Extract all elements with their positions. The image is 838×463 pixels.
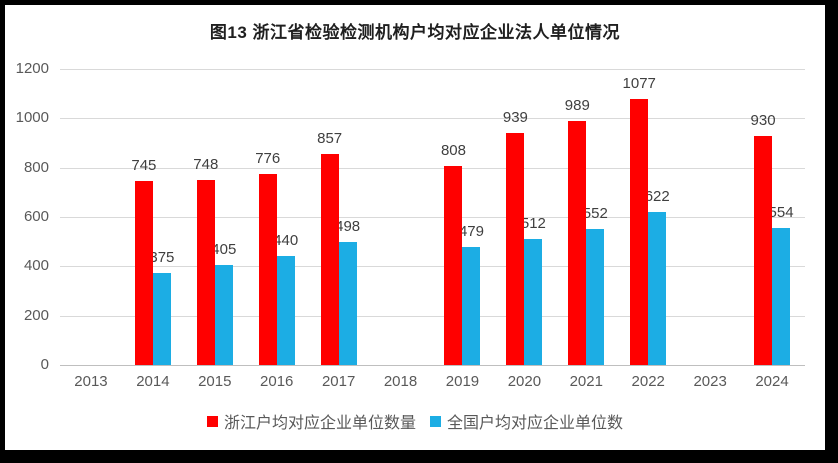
data-label-national-2022: 622: [644, 187, 670, 205]
bar-zhejiang-2022: [630, 99, 649, 365]
x-axis-tick-2023: 2023: [693, 373, 727, 390]
x-axis-tick-2013: 2013: [74, 373, 108, 390]
bar-national-2016: [276, 256, 295, 365]
data-label-zhejiang-2020: 939: [502, 109, 528, 127]
gridline-400: [60, 266, 805, 268]
y-axis-tick-1000: 1000: [15, 109, 49, 127]
gridline-200: [60, 315, 805, 317]
gridline-800: [60, 167, 805, 169]
bar-national-2017: [338, 242, 357, 365]
data-label-national-2020: 512: [520, 214, 546, 232]
data-label-national-2017: 498: [335, 218, 361, 236]
gridline-1000: [60, 118, 805, 120]
bar-zhejiang-2021: [568, 121, 587, 365]
chart-title: 图13 浙江省检验检测机构户均对应企业法人单位情况: [209, 23, 621, 42]
bar-national-2015: [214, 265, 233, 365]
legend-label-zhejiang: 浙江户均对应企业单位数量: [223, 415, 416, 432]
y-axis-tick-200: 200: [23, 306, 49, 324]
bar-national-2020: [524, 238, 543, 365]
data-label-zhejiang-2021: 989: [564, 97, 590, 115]
data-label-national-2014: 375: [149, 248, 175, 266]
data-label-national-2021: 552: [582, 204, 608, 222]
legend-item-national: 全国户均对应企业单位数: [430, 409, 623, 433]
x-axis-tick-2017: 2017: [321, 373, 356, 390]
legend-swatch-zhejiang-icon: [206, 415, 218, 427]
data-label-zhejiang-2015: 748: [193, 156, 219, 174]
bar-zhejiang-2015: [196, 180, 215, 365]
x-axis-tick-2016: 2016: [260, 373, 294, 390]
data-label-zhejiang-2022: 1077: [622, 75, 656, 93]
y-axis-tick-0: 0: [40, 356, 49, 373]
bar-zhejiang-2024: [754, 135, 773, 365]
legend-item-zhejiang: 浙江户均对应企业单位数量: [206, 409, 416, 433]
legend-label-national: 全国户均对应企业单位数: [447, 415, 624, 432]
legend: 浙江户均对应企业单位数量 全国户均对应企业单位数: [5, 409, 825, 433]
bar-zhejiang-2019: [444, 165, 463, 365]
plot-area: 0 200 400 600 800 1000 1200 2013 2014 2015 2016 201…: [5, 5, 825, 450]
bar-zhejiang-2014: [134, 181, 153, 365]
x-axis-tick-2015: 2015: [198, 373, 232, 390]
x-axis-tick-2019: 2019: [445, 373, 480, 390]
x-axis-tick-2022: 2022: [631, 373, 665, 390]
data-label-zhejiang-2019: 808: [440, 141, 466, 159]
gridline-0: [60, 365, 805, 366]
chart-panel: 图13 浙江省检验检测机构户均对应企业法人单位情况 0 200 400 600 800 1…: [5, 5, 825, 450]
gridline-600: [60, 217, 805, 218]
bar-national-2021: [586, 228, 605, 365]
x-axis-tick-2018: 2018: [383, 373, 418, 390]
x-axis-tick-2014: 2014: [136, 373, 170, 390]
x-axis-tick-2024: 2024: [755, 373, 789, 390]
x-axis-tick-2020: 2020: [507, 373, 542, 390]
data-label-zhejiang-2014: 745: [131, 157, 157, 175]
bar-zhejiang-2020: [506, 133, 525, 365]
bar-national-2014: [152, 272, 171, 365]
y-axis-tick-1200: 1200: [15, 60, 49, 77]
bar-zhejiang-2017: [320, 153, 339, 365]
x-axis-tick-2021: 2021: [569, 373, 603, 390]
bar-national-2019: [462, 246, 481, 365]
data-label-zhejiang-2016: 776: [255, 149, 281, 167]
bar-zhejiang-2016: [258, 173, 277, 365]
data-label-national-2024: 554: [768, 204, 794, 222]
y-axis-tick-600: 600: [23, 208, 49, 225]
bar-national-2022: [648, 211, 667, 365]
legend-swatch-national-icon: [430, 415, 441, 427]
data-label-zhejiang-2024: 930: [750, 111, 776, 129]
data-label-national-2016: 440: [273, 232, 299, 250]
y-axis-tick-800: 800: [23, 158, 49, 176]
gridline-1200: [60, 69, 805, 70]
bar-national-2024: [772, 228, 791, 365]
y-axis-tick-400: 400: [23, 257, 49, 275]
data-label-national-2015: 405: [211, 241, 237, 259]
data-label-zhejiang-2017: 857: [317, 129, 343, 147]
data-label-national-2019: 479: [458, 222, 484, 240]
